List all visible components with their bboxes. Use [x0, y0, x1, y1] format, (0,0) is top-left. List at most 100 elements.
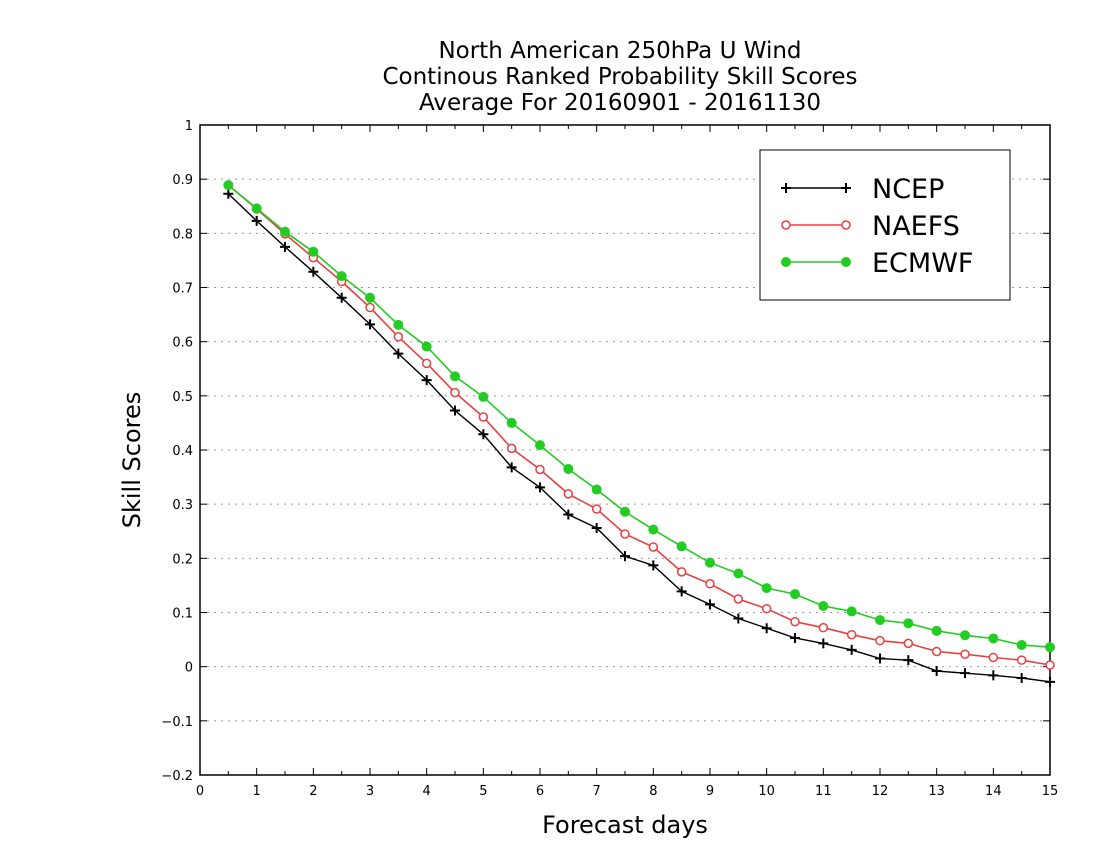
y-tick-label-12: 1: [185, 119, 193, 134]
data-point-ncep: [365, 319, 375, 330]
data-point-ecmwf: [223, 180, 234, 191]
data-point-ecmwf: [1045, 642, 1055, 653]
data-point-ncep: [676, 586, 687, 597]
data-point-ncep: [421, 375, 432, 386]
data-point-ncep: [280, 241, 290, 252]
legend-marker-naefs: [781, 220, 791, 230]
data-point-naefs: [393, 332, 404, 342]
data-point-ncep: [591, 523, 602, 533]
x-axis-label: Forecast days: [542, 811, 708, 839]
x-tick-label-3: 3: [366, 784, 374, 799]
y-tick-label-10: 0.8: [172, 227, 193, 242]
data-point-ncep: [960, 668, 970, 679]
y-tick-label-4: 0.2: [172, 552, 193, 567]
data-point-naefs: [761, 603, 772, 614]
x-tick-label-1: 1: [253, 784, 261, 799]
y-tick-label-6: 0.4: [172, 444, 193, 459]
data-point-ncep: [450, 405, 460, 416]
data-point-naefs: [733, 594, 744, 604]
y-tick-label-1: −0.1: [161, 715, 193, 730]
x-tick-label-2: 2: [309, 784, 317, 799]
data-point-naefs: [535, 464, 545, 475]
data-point-naefs: [846, 629, 857, 640]
data-point-ncep: [790, 632, 800, 643]
data-point-ncep: [506, 462, 517, 473]
data-point-ncep: [705, 599, 715, 610]
data-point-ecmwf: [676, 541, 687, 552]
data-point-ncep: [733, 613, 744, 624]
data-point-ncep: [846, 644, 857, 655]
axis-ticks: −0.2−0.100.10.20.30.40.50.60.70.80.910 1 2…: [161, 119, 1058, 799]
series-ncep: [223, 188, 1055, 687]
data-point-ecmwf: [875, 615, 885, 626]
data-point-naefs: [960, 649, 970, 659]
data-point-ecmwf: [421, 341, 432, 352]
y-tick-label-3: 0.1: [172, 607, 193, 622]
data-point-ncep: [563, 509, 574, 520]
data-point-naefs: [1045, 660, 1055, 670]
x-tick-label-7: 7: [593, 784, 601, 799]
legend-label-ncep: NCEP: [872, 174, 944, 205]
data-point-ecmwf: [648, 524, 659, 535]
data-point-naefs: [875, 635, 885, 646]
data-point-ecmwf: [733, 568, 744, 579]
data-point-ecmwf: [280, 226, 290, 237]
data-point-ecmwf: [336, 271, 347, 282]
data-point-ecmwf: [450, 371, 460, 382]
legend: NCEP NAEFS ECMWF: [759, 149, 1011, 301]
data-point-ecmwf: [903, 618, 914, 629]
data-point-naefs: [563, 489, 574, 499]
data-point-naefs: [903, 638, 914, 649]
legend-marker-ncep: [781, 183, 791, 193]
data-point-naefs: [1016, 655, 1027, 665]
data-point-ncep: [903, 655, 914, 666]
data-point-ecmwf: [506, 417, 517, 428]
y-tick-label-8: 0.6: [172, 336, 193, 351]
data-point-naefs: [931, 646, 942, 657]
data-point-ncep: [931, 666, 942, 676]
data-point-ncep: [223, 188, 234, 199]
y-tick-label-11: 0.9: [172, 173, 193, 188]
series-ecmwf: [223, 180, 1055, 653]
data-point-ecmwf: [960, 630, 970, 641]
y-tick-label-2: 0: [185, 661, 193, 676]
legend-marker-ecmwf: [781, 257, 791, 267]
x-tick-label-8: 8: [649, 784, 657, 799]
data-point-naefs: [648, 542, 659, 552]
legend-marker-ncep: [841, 183, 851, 193]
x-tick-label-10: 10: [758, 784, 775, 799]
data-point-naefs: [421, 358, 432, 369]
x-tick-label-5: 5: [479, 784, 487, 799]
y-tick-label-5: 0.3: [172, 498, 193, 513]
x-tick-label-14: 14: [985, 784, 1002, 799]
series: [223, 180, 1055, 687]
data-point-ncep: [308, 266, 319, 277]
data-point-ncep: [761, 623, 772, 634]
data-point-naefs: [620, 529, 630, 539]
data-point-ecmwf: [563, 463, 574, 474]
data-point-ncep: [818, 638, 829, 649]
data-point-naefs: [676, 567, 687, 577]
data-point-ecmwf: [478, 391, 489, 402]
data-point-ncep: [251, 215, 262, 226]
data-point-ecmwf: [761, 583, 772, 594]
y-tick-label-9: 0.7: [172, 282, 193, 297]
x-tick-label-0: 0: [196, 784, 204, 799]
data-point-ncep: [988, 670, 999, 681]
legend-label-naefs: NAEFS: [872, 211, 960, 242]
grid: [200, 178, 1050, 722]
data-point-ncep: [393, 348, 404, 359]
data-point-naefs: [705, 579, 715, 589]
chart-title-line-3: Average For 20160901 - 20161130: [419, 90, 821, 116]
data-point-ncep: [336, 292, 347, 303]
data-point-ecmwf: [393, 319, 404, 330]
y-tick-label-0: −0.2: [161, 769, 193, 784]
data-point-ecmwf: [790, 589, 800, 600]
chart-title-line-1: North American 250hPa U Wind: [438, 38, 801, 64]
data-point-naefs: [790, 616, 800, 627]
x-tick-label-4: 4: [423, 784, 431, 799]
data-point-ecmwf: [931, 625, 942, 636]
data-point-ecmwf: [591, 484, 602, 495]
